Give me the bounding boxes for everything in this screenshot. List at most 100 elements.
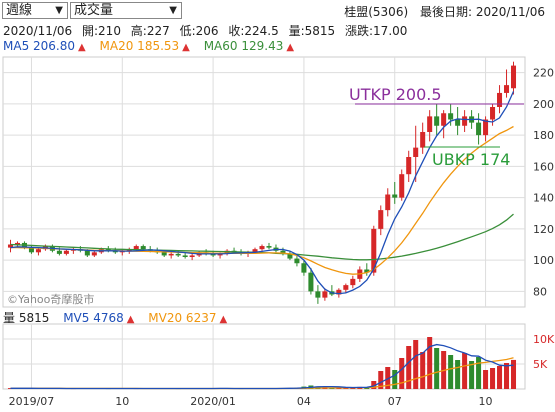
price-tick-label: 160 bbox=[533, 160, 554, 173]
volume-bar bbox=[497, 366, 503, 389]
candle-body bbox=[112, 250, 118, 253]
ubkp-label: UBKP 174 bbox=[432, 150, 510, 169]
candle-body bbox=[490, 107, 496, 120]
volume-bar bbox=[322, 387, 328, 389]
candle-body bbox=[175, 253, 181, 256]
time-tick-label: 10 bbox=[479, 395, 493, 408]
candle-body bbox=[385, 194, 391, 211]
volume-bar bbox=[420, 352, 426, 389]
candle-body bbox=[287, 253, 293, 259]
candle-body bbox=[406, 157, 412, 175]
volume-bar bbox=[469, 361, 475, 389]
volume-bar bbox=[483, 370, 489, 389]
candle-body bbox=[434, 116, 440, 126]
watermark: ©Yahoo奇摩股市 bbox=[7, 292, 94, 306]
candle-body bbox=[7, 244, 14, 248]
candle-body bbox=[455, 119, 461, 126]
ohlc-volume: 量:5815 bbox=[288, 24, 336, 38]
chevron-down-icon: ▼ bbox=[169, 5, 177, 16]
candle-body bbox=[21, 242, 27, 248]
indicator-select[interactable]: 成交量 ▼ bbox=[70, 2, 182, 19]
candle-body bbox=[77, 249, 83, 251]
down-triangle-icon: ▲ bbox=[219, 314, 228, 325]
volume-bar bbox=[175, 388, 181, 390]
last-date: 最後日期: 2020/11/06 bbox=[419, 5, 545, 19]
up-triangle-icon: ▲ bbox=[182, 42, 190, 53]
volume-bar bbox=[252, 388, 258, 389]
volume-bar bbox=[343, 387, 349, 389]
time-tick-label: 2020/01 bbox=[190, 395, 236, 408]
candle-body bbox=[133, 246, 139, 250]
volume-bar bbox=[308, 385, 314, 389]
volume-bar bbox=[336, 387, 342, 389]
candle-body bbox=[224, 250, 230, 254]
up-triangle-icon: ▲ bbox=[126, 314, 135, 325]
ma5-value: MA5 206.80 bbox=[3, 39, 75, 53]
volume-bar bbox=[77, 388, 83, 389]
candle-body bbox=[504, 85, 510, 93]
volume-bar bbox=[84, 388, 90, 389]
volume-bar bbox=[357, 386, 363, 389]
candle-body bbox=[469, 116, 475, 123]
candle-body bbox=[91, 252, 97, 256]
volume-bar bbox=[441, 351, 447, 389]
candle-body bbox=[259, 246, 265, 250]
volume-bar bbox=[476, 357, 482, 389]
volume-bar bbox=[231, 388, 237, 389]
candle-body bbox=[273, 247, 279, 251]
mv5-line bbox=[10, 343, 514, 390]
candle-body bbox=[462, 116, 468, 126]
volume-bar bbox=[70, 388, 76, 390]
candle-body bbox=[371, 228, 377, 273]
ohlc-row: 2020/11/06 開:210 高:227 低:206 收:224.5 量:5… bbox=[3, 22, 413, 39]
mv20-line bbox=[10, 357, 514, 390]
price-tick-label: 180 bbox=[533, 129, 554, 142]
candle-body bbox=[350, 278, 356, 286]
candle-body bbox=[168, 253, 174, 256]
volume-legend: 量 5815 MV5 4768 ▲ MV20 6237 ▲ bbox=[3, 309, 237, 326]
price-tick-label: 140 bbox=[533, 192, 554, 205]
volume-bar bbox=[448, 355, 454, 389]
indicator-select-value: 成交量 bbox=[74, 3, 114, 18]
volume-bar bbox=[133, 388, 139, 390]
volume-bar bbox=[140, 388, 146, 389]
volume-bar bbox=[63, 388, 69, 389]
volume-bar bbox=[399, 358, 405, 389]
candle-body bbox=[245, 252, 251, 254]
volume-bar bbox=[371, 381, 377, 389]
ma60-line bbox=[10, 213, 514, 261]
candle-body bbox=[84, 250, 90, 256]
mv5-legend: MV5 4768 ▲ bbox=[63, 311, 134, 325]
volume-bar bbox=[217, 388, 223, 389]
candle-body bbox=[217, 253, 223, 256]
candle-body bbox=[399, 174, 405, 198]
candle-body bbox=[266, 246, 272, 248]
ma5-legend: MA5 206.80 ▲ bbox=[3, 39, 86, 53]
candle-body bbox=[147, 249, 153, 251]
period-select[interactable]: 週線 ▼ bbox=[2, 2, 68, 19]
volume-bar bbox=[35, 388, 41, 389]
up-triangle-icon: ▲ bbox=[286, 42, 295, 53]
candle-body bbox=[420, 132, 426, 148]
candle-body bbox=[189, 255, 195, 257]
volume-bar bbox=[126, 388, 132, 389]
volume-bar bbox=[259, 388, 265, 389]
ma20-legend: MA20 185.53 ▲ bbox=[100, 39, 190, 53]
time-tick-label: 07 bbox=[388, 395, 402, 408]
candle-body bbox=[98, 249, 104, 253]
price-panel-border bbox=[2, 56, 526, 308]
candle-body bbox=[105, 249, 111, 251]
volume-bar bbox=[28, 388, 34, 389]
stock-name: 桂盟(5306) bbox=[344, 5, 409, 19]
ma5-line bbox=[10, 91, 515, 295]
volume-bar bbox=[245, 388, 251, 389]
candle-body bbox=[413, 147, 419, 157]
volume-bar bbox=[105, 388, 111, 390]
ma20-line bbox=[10, 125, 514, 275]
candle-body bbox=[315, 291, 321, 298]
mv20-legend: MV20 6237 ▲ bbox=[148, 311, 227, 325]
candle-body bbox=[308, 272, 314, 292]
candle-body bbox=[510, 65, 517, 89]
candle-body bbox=[56, 250, 62, 254]
candle-body bbox=[280, 250, 286, 254]
